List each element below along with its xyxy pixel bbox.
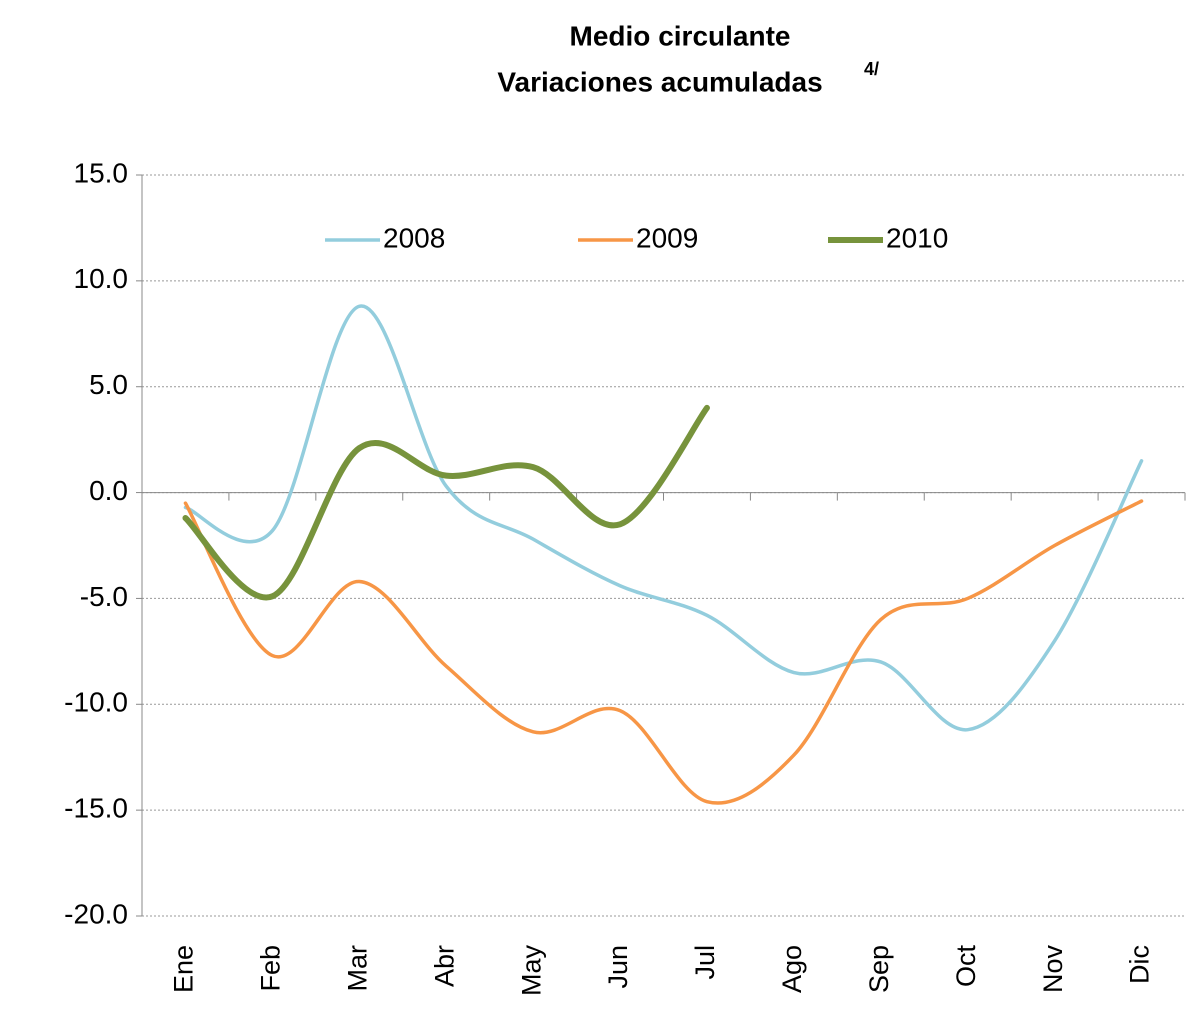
x-tick-label: Oct [951, 945, 981, 988]
x-tick-label: Mar [342, 945, 372, 992]
x-tick-label: Feb [256, 945, 286, 992]
x-tick-label: Dic [1125, 945, 1155, 984]
legend-label: 2008 [383, 222, 445, 253]
x-tick-label: Jun [603, 945, 633, 989]
x-tick-label: Abr [429, 945, 459, 987]
y-tick-label: -5.0 [80, 581, 128, 612]
legend-label: 2010 [886, 222, 948, 253]
y-tick-label: 15.0 [74, 157, 129, 188]
x-tick-label: Ene [169, 945, 199, 993]
x-tick-label: Nov [1038, 945, 1068, 994]
y-tick-label: 10.0 [74, 263, 129, 294]
y-tick-label: -15.0 [64, 793, 128, 824]
x-tick-label: Jul [690, 945, 720, 980]
x-tick-label: Sep [864, 945, 894, 993]
y-tick-label: 5.0 [89, 369, 128, 400]
series-line [182, 404, 710, 601]
x-tick-label: May [516, 945, 546, 997]
y-tick-label: -20.0 [64, 898, 128, 929]
chart-subtitle: Variaciones acumuladas [497, 66, 822, 97]
y-tick-label: -10.0 [64, 687, 128, 718]
subtitle-note: 4/ [864, 59, 879, 79]
chart-title: Medio circulante [570, 20, 791, 51]
y-tick-label: 0.0 [89, 475, 128, 506]
x-tick-label: Ago [777, 945, 807, 993]
series-line [183, 304, 1144, 732]
series-line [183, 499, 1144, 805]
legend-label: 2009 [636, 222, 698, 253]
